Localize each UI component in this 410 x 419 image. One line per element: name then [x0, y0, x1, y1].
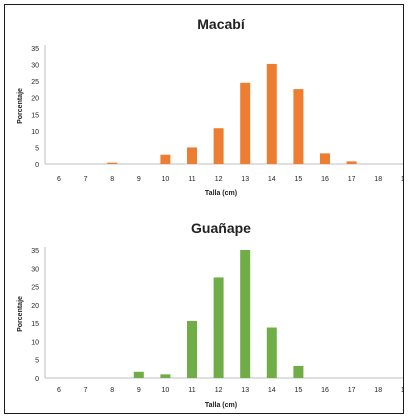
x-tick-label: 15 [295, 387, 303, 394]
x-tick-label: 19 [401, 176, 403, 183]
y-tick-label: 35 [31, 46, 39, 53]
x-tick-label: 8 [110, 176, 114, 183]
x-tick-label: 6 [57, 176, 61, 183]
bar-11 [187, 320, 197, 378]
bar-12 [213, 277, 224, 378]
bar-13 [240, 82, 251, 164]
bar-16 [320, 153, 330, 164]
x-tick-label: 18 [374, 387, 382, 394]
y-tick-label: 5 [35, 358, 39, 365]
x-tick-label: 14 [268, 387, 276, 394]
y-axis-label: Porcentaje [17, 88, 24, 124]
x-tick-label: 18 [374, 176, 382, 183]
bar-12 [213, 128, 224, 164]
y-tick-label: 20 [31, 303, 39, 310]
x-tick-label: 13 [241, 176, 249, 183]
y-tick-label: 10 [31, 129, 39, 136]
bar-17 [346, 161, 357, 164]
x-tick-label: 14 [268, 176, 276, 183]
x-axis-label: Talla (cm) [205, 190, 237, 197]
y-tick-label: 30 [31, 266, 39, 273]
x-tick-label: 6 [57, 387, 61, 394]
y-tick-label: 15 [31, 112, 39, 119]
x-tick-label: 17 [348, 387, 356, 394]
y-tick-label: 0 [35, 162, 39, 169]
x-axis-label: Talla (cm) [205, 402, 237, 409]
x-tick-label: 9 [137, 387, 141, 394]
x-tick-label: 13 [241, 387, 249, 394]
bar-13 [240, 250, 251, 378]
x-tick-label: 10 [162, 387, 170, 394]
x-tick-label: 10 [162, 176, 170, 183]
x-tick-label: 12 [215, 387, 223, 394]
bar-9 [133, 371, 144, 378]
chart-title: Macabí [197, 16, 246, 32]
bar-10 [160, 154, 171, 164]
x-tick-label: 15 [295, 176, 303, 183]
bar-11 [187, 147, 197, 164]
bar-15 [293, 365, 304, 378]
x-tick-label: 11 [188, 387, 195, 394]
x-tick-label: 8 [110, 387, 114, 394]
y-tick-label: 10 [31, 339, 39, 346]
y-tick-label: 30 [31, 63, 39, 70]
x-tick-label: 16 [321, 176, 329, 183]
y-tick-label: 0 [35, 376, 39, 383]
y-tick-label: 5 [35, 145, 39, 152]
bar-14 [266, 327, 277, 378]
x-tick-label: 7 [84, 176, 88, 183]
y-tick-label: 35 [31, 248, 39, 255]
y-tick-label: 15 [31, 321, 39, 328]
bar-14 [266, 63, 277, 165]
chart-title: Guañape [191, 220, 251, 236]
bar-8 [107, 162, 118, 164]
x-tick-label: 19 [401, 387, 403, 394]
bar-10 [160, 374, 171, 378]
x-tick-label: 17 [348, 176, 356, 183]
chart-frame: Macabí 0 5 10 15 20 25 30 35 Porcentaje 6 7 8 9 10 11 12… [4, 4, 410, 414]
y-axis-label: Porcentaje [17, 296, 24, 332]
x-tick-label: 9 [137, 176, 141, 183]
bar-15 [293, 89, 304, 164]
y-tick-label: 25 [31, 79, 39, 86]
x-tick-label: 12 [215, 176, 223, 183]
x-tick-label: 16 [321, 387, 329, 394]
charts-svg: Macabí 0 5 10 15 20 25 30 35 Porcentaje 6 7 8 9 10 11 12… [17, 16, 410, 409]
x-tick-label: 7 [84, 387, 88, 394]
y-tick-label: 25 [31, 285, 39, 292]
x-tick-label: 11 [188, 176, 195, 183]
y-tick-label: 20 [31, 96, 39, 103]
